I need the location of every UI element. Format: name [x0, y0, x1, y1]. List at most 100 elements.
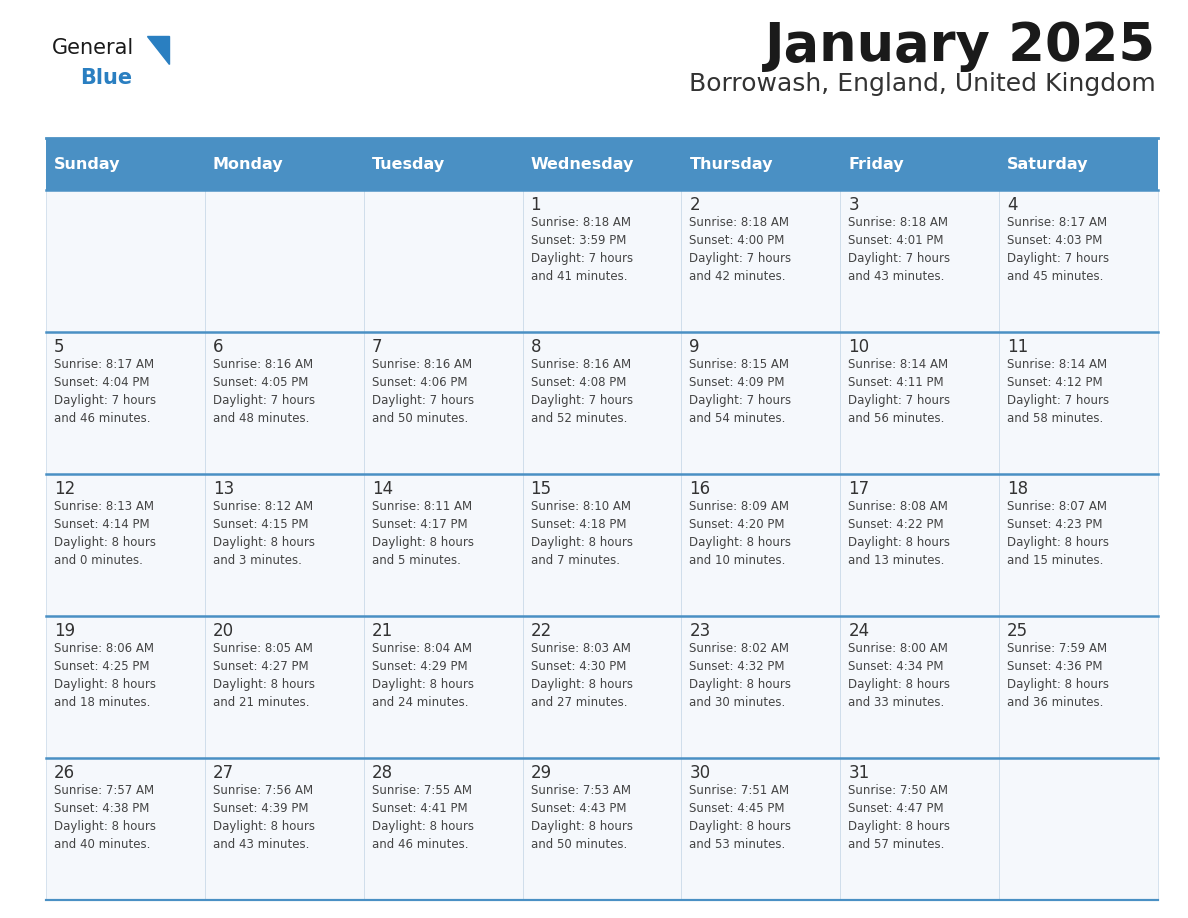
Text: Sunrise: 8:07 AM
Sunset: 4:23 PM
Daylight: 8 hours
and 15 minutes.: Sunrise: 8:07 AM Sunset: 4:23 PM Dayligh… — [1007, 500, 1110, 567]
Bar — [840, 332, 999, 474]
Text: 22: 22 — [531, 622, 551, 640]
Bar — [46, 474, 204, 616]
Bar — [46, 138, 204, 190]
Text: 6: 6 — [213, 338, 223, 356]
Text: 14: 14 — [372, 480, 393, 498]
Text: 3: 3 — [848, 196, 859, 214]
Bar — [523, 474, 682, 616]
Text: Sunrise: 8:13 AM
Sunset: 4:14 PM
Daylight: 8 hours
and 0 minutes.: Sunrise: 8:13 AM Sunset: 4:14 PM Dayligh… — [53, 500, 156, 567]
Bar — [46, 332, 204, 474]
Text: Sunrise: 8:02 AM
Sunset: 4:32 PM
Daylight: 8 hours
and 30 minutes.: Sunrise: 8:02 AM Sunset: 4:32 PM Dayligh… — [689, 642, 791, 709]
Text: Sunrise: 8:04 AM
Sunset: 4:29 PM
Daylight: 8 hours
and 24 minutes.: Sunrise: 8:04 AM Sunset: 4:29 PM Dayligh… — [372, 642, 474, 709]
Text: 5: 5 — [53, 338, 64, 356]
Bar — [682, 758, 840, 900]
Text: General: General — [52, 38, 134, 58]
Bar — [204, 758, 364, 900]
Bar — [999, 616, 1158, 758]
Text: 4: 4 — [1007, 196, 1018, 214]
Bar — [46, 190, 204, 332]
Bar — [999, 190, 1158, 332]
Text: Sunrise: 8:06 AM
Sunset: 4:25 PM
Daylight: 8 hours
and 18 minutes.: Sunrise: 8:06 AM Sunset: 4:25 PM Dayligh… — [53, 642, 156, 709]
Text: Sunrise: 8:16 AM
Sunset: 4:08 PM
Daylight: 7 hours
and 52 minutes.: Sunrise: 8:16 AM Sunset: 4:08 PM Dayligh… — [531, 358, 633, 425]
Text: Sunrise: 7:55 AM
Sunset: 4:41 PM
Daylight: 8 hours
and 46 minutes.: Sunrise: 7:55 AM Sunset: 4:41 PM Dayligh… — [372, 784, 474, 851]
Text: 29: 29 — [531, 764, 551, 782]
Text: Sunrise: 8:16 AM
Sunset: 4:05 PM
Daylight: 7 hours
and 48 minutes.: Sunrise: 8:16 AM Sunset: 4:05 PM Dayligh… — [213, 358, 315, 425]
Text: 17: 17 — [848, 480, 870, 498]
Text: Sunrise: 7:51 AM
Sunset: 4:45 PM
Daylight: 8 hours
and 53 minutes.: Sunrise: 7:51 AM Sunset: 4:45 PM Dayligh… — [689, 784, 791, 851]
Text: Sunrise: 7:50 AM
Sunset: 4:47 PM
Daylight: 8 hours
and 57 minutes.: Sunrise: 7:50 AM Sunset: 4:47 PM Dayligh… — [848, 784, 950, 851]
Bar — [682, 190, 840, 332]
Text: 18: 18 — [1007, 480, 1029, 498]
Bar — [364, 138, 523, 190]
Text: Sunday: Sunday — [53, 156, 120, 172]
Text: Sunrise: 8:17 AM
Sunset: 4:03 PM
Daylight: 7 hours
and 45 minutes.: Sunrise: 8:17 AM Sunset: 4:03 PM Dayligh… — [1007, 216, 1110, 283]
Text: Sunrise: 8:03 AM
Sunset: 4:30 PM
Daylight: 8 hours
and 27 minutes.: Sunrise: 8:03 AM Sunset: 4:30 PM Dayligh… — [531, 642, 632, 709]
Text: 8: 8 — [531, 338, 541, 356]
Bar — [999, 138, 1158, 190]
Text: Sunrise: 8:00 AM
Sunset: 4:34 PM
Daylight: 8 hours
and 33 minutes.: Sunrise: 8:00 AM Sunset: 4:34 PM Dayligh… — [848, 642, 950, 709]
Text: Saturday: Saturday — [1007, 156, 1088, 172]
Text: Sunrise: 8:16 AM
Sunset: 4:06 PM
Daylight: 7 hours
and 50 minutes.: Sunrise: 8:16 AM Sunset: 4:06 PM Dayligh… — [372, 358, 474, 425]
Text: Sunrise: 8:08 AM
Sunset: 4:22 PM
Daylight: 8 hours
and 13 minutes.: Sunrise: 8:08 AM Sunset: 4:22 PM Dayligh… — [848, 500, 950, 567]
Text: Sunrise: 7:59 AM
Sunset: 4:36 PM
Daylight: 8 hours
and 36 minutes.: Sunrise: 7:59 AM Sunset: 4:36 PM Dayligh… — [1007, 642, 1110, 709]
Bar — [204, 138, 364, 190]
Text: January 2025: January 2025 — [765, 20, 1156, 72]
Text: 15: 15 — [531, 480, 551, 498]
Text: 9: 9 — [689, 338, 700, 356]
Text: 30: 30 — [689, 764, 710, 782]
Bar — [999, 332, 1158, 474]
Text: Sunrise: 8:09 AM
Sunset: 4:20 PM
Daylight: 8 hours
and 10 minutes.: Sunrise: 8:09 AM Sunset: 4:20 PM Dayligh… — [689, 500, 791, 567]
Bar — [364, 332, 523, 474]
Bar — [682, 332, 840, 474]
Bar — [523, 190, 682, 332]
Text: Sunrise: 7:56 AM
Sunset: 4:39 PM
Daylight: 8 hours
and 43 minutes.: Sunrise: 7:56 AM Sunset: 4:39 PM Dayligh… — [213, 784, 315, 851]
Text: 12: 12 — [53, 480, 75, 498]
Text: 24: 24 — [848, 622, 870, 640]
Text: 1: 1 — [531, 196, 542, 214]
Text: Sunrise: 8:15 AM
Sunset: 4:09 PM
Daylight: 7 hours
and 54 minutes.: Sunrise: 8:15 AM Sunset: 4:09 PM Dayligh… — [689, 358, 791, 425]
Bar — [999, 474, 1158, 616]
Text: Sunrise: 8:11 AM
Sunset: 4:17 PM
Daylight: 8 hours
and 5 minutes.: Sunrise: 8:11 AM Sunset: 4:17 PM Dayligh… — [372, 500, 474, 567]
Text: Sunrise: 8:10 AM
Sunset: 4:18 PM
Daylight: 8 hours
and 7 minutes.: Sunrise: 8:10 AM Sunset: 4:18 PM Dayligh… — [531, 500, 632, 567]
Polygon shape — [147, 36, 169, 64]
Bar — [523, 616, 682, 758]
Text: Borrowash, England, United Kingdom: Borrowash, England, United Kingdom — [689, 72, 1156, 96]
Text: 20: 20 — [213, 622, 234, 640]
Bar — [204, 474, 364, 616]
Bar — [204, 616, 364, 758]
Bar — [840, 138, 999, 190]
Bar — [523, 758, 682, 900]
Text: 11: 11 — [1007, 338, 1029, 356]
Bar — [364, 474, 523, 616]
Bar — [999, 758, 1158, 900]
Bar — [46, 758, 204, 900]
Text: Tuesday: Tuesday — [372, 156, 444, 172]
Bar — [523, 332, 682, 474]
Bar — [840, 616, 999, 758]
Bar — [204, 332, 364, 474]
Text: Friday: Friday — [848, 156, 904, 172]
Bar — [840, 474, 999, 616]
Text: 25: 25 — [1007, 622, 1029, 640]
Text: Sunrise: 8:05 AM
Sunset: 4:27 PM
Daylight: 8 hours
and 21 minutes.: Sunrise: 8:05 AM Sunset: 4:27 PM Dayligh… — [213, 642, 315, 709]
Text: 19: 19 — [53, 622, 75, 640]
Bar — [364, 616, 523, 758]
Text: Sunrise: 8:14 AM
Sunset: 4:12 PM
Daylight: 7 hours
and 58 minutes.: Sunrise: 8:14 AM Sunset: 4:12 PM Dayligh… — [1007, 358, 1110, 425]
Text: Sunrise: 7:57 AM
Sunset: 4:38 PM
Daylight: 8 hours
and 40 minutes.: Sunrise: 7:57 AM Sunset: 4:38 PM Dayligh… — [53, 784, 156, 851]
Bar — [682, 474, 840, 616]
Text: Sunrise: 8:14 AM
Sunset: 4:11 PM
Daylight: 7 hours
and 56 minutes.: Sunrise: 8:14 AM Sunset: 4:11 PM Dayligh… — [848, 358, 950, 425]
Text: Blue: Blue — [80, 68, 132, 88]
Text: 21: 21 — [372, 622, 393, 640]
Text: 31: 31 — [848, 764, 870, 782]
Text: Sunrise: 8:17 AM
Sunset: 4:04 PM
Daylight: 7 hours
and 46 minutes.: Sunrise: 8:17 AM Sunset: 4:04 PM Dayligh… — [53, 358, 156, 425]
Text: 26: 26 — [53, 764, 75, 782]
Text: Sunrise: 8:18 AM
Sunset: 3:59 PM
Daylight: 7 hours
and 41 minutes.: Sunrise: 8:18 AM Sunset: 3:59 PM Dayligh… — [531, 216, 633, 283]
Text: 2: 2 — [689, 196, 700, 214]
Text: Sunrise: 8:18 AM
Sunset: 4:01 PM
Daylight: 7 hours
and 43 minutes.: Sunrise: 8:18 AM Sunset: 4:01 PM Dayligh… — [848, 216, 950, 283]
Bar — [364, 190, 523, 332]
Bar — [46, 616, 204, 758]
Text: 7: 7 — [372, 338, 383, 356]
Text: 16: 16 — [689, 480, 710, 498]
Text: Sunrise: 7:53 AM
Sunset: 4:43 PM
Daylight: 8 hours
and 50 minutes.: Sunrise: 7:53 AM Sunset: 4:43 PM Dayligh… — [531, 784, 632, 851]
Text: 10: 10 — [848, 338, 870, 356]
